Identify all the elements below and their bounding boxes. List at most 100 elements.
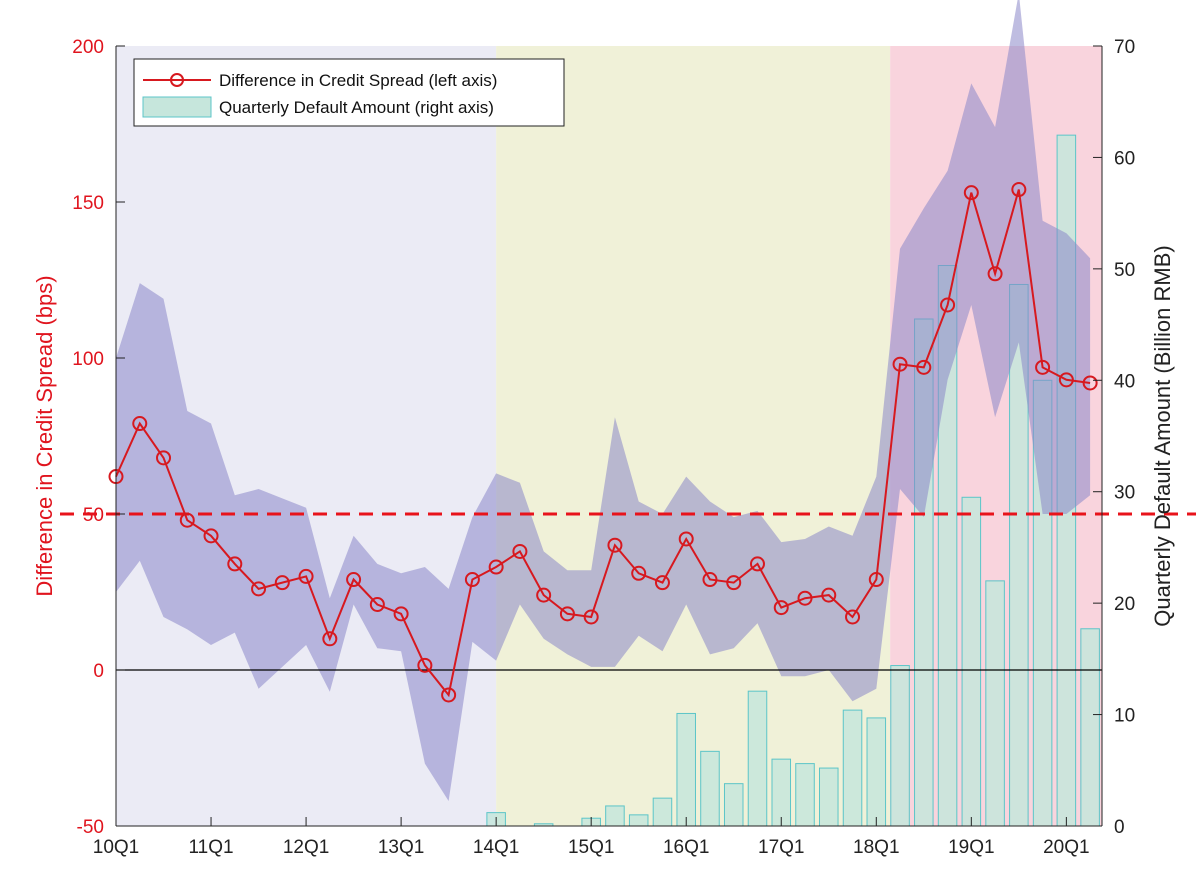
spread-point-17Q4 (845, 609, 861, 625)
spread-polyline (115, 189, 1091, 698)
x-tick-label: 13Q1 (378, 837, 424, 858)
legend-bar-swatch (142, 96, 212, 118)
right-tick-label: 30 (1114, 483, 1135, 504)
legend: Difference in Credit Spread (left axis) … (133, 58, 565, 127)
spread-point-13Q1 (393, 606, 409, 622)
bar-15Q4 (652, 797, 673, 827)
spread-point-20Q2 (1082, 375, 1098, 391)
bar-16Q3 (723, 783, 744, 827)
spread-point-11Q2 (227, 556, 243, 572)
x-tick-label: 12Q1 (283, 837, 329, 858)
spread-point-12Q2 (322, 631, 338, 647)
spread-point-15Q4 (654, 575, 670, 591)
band-area (116, 0, 1091, 801)
spread-point-20Q1 (1058, 372, 1074, 388)
spread-point-11Q1 (203, 528, 219, 544)
spread-point-13Q2 (417, 657, 433, 673)
x-tick-label: 10Q1 (93, 837, 139, 858)
bar-17Q1 (771, 758, 792, 827)
spread-point-18Q3 (916, 359, 932, 375)
x-tick-label: 19Q1 (948, 837, 994, 858)
bar-19Q1 (961, 496, 982, 827)
spread-point-14Q1 (488, 559, 504, 575)
spread-point-17Q1 (773, 600, 789, 616)
spread-point-16Q3 (726, 575, 742, 591)
right-tick-label: 10 (1114, 706, 1135, 727)
right-axis-ticks: 0 10 20 30 40 50 60 70 (1093, 37, 1135, 838)
spread-point-14Q4 (559, 606, 575, 622)
spread-point-18Q1 (868, 572, 884, 588)
bar-16Q1 (676, 712, 696, 827)
spread-point-16Q2 (702, 572, 718, 588)
spread-point-19Q4 (1035, 359, 1051, 375)
spread-point-10Q2 (132, 416, 148, 432)
credit-spread-line (108, 182, 1098, 703)
x-tick-label: 16Q1 (663, 837, 709, 858)
bar-18Q2 (890, 665, 910, 827)
x-tick-label: 17Q1 (758, 837, 804, 858)
spread-point-13Q3 (441, 687, 457, 703)
right-tick-label: 20 (1114, 594, 1135, 615)
spread-point-15Q3 (631, 565, 647, 581)
bar-20Q2 (1080, 628, 1100, 827)
legend-entry-default: Quarterly Default Amount (right axis) (219, 98, 494, 117)
period-band-14Q1 (496, 46, 891, 826)
reference-lines (60, 512, 1196, 671)
legend-entry-spread: Difference in Credit Spread (left axis) (219, 71, 497, 90)
spread-point-16Q4 (749, 556, 765, 572)
bar-19Q2 (985, 580, 1005, 827)
bar-16Q4 (747, 690, 768, 827)
left-tick-label: -50 (77, 817, 104, 838)
x-axis-ticks: 10Q1 11Q1 12Q1 13Q1 14Q1 15Q1 16Q1 17Q1 18Q1 19Q1… (93, 817, 1090, 858)
bar-17Q2 (795, 763, 815, 827)
spread-point-12Q1 (298, 568, 314, 584)
bar-18Q1 (866, 717, 887, 827)
spread-point-19Q2 (987, 266, 1003, 282)
spread-point-11Q3 (251, 581, 267, 597)
legend-marker-swatch (170, 73, 184, 87)
x-tick-label: 14Q1 (473, 837, 519, 858)
spread-confidence-band (116, 0, 1091, 801)
right-tick-label: 0 (1114, 817, 1125, 838)
spread-point-15Q1 (583, 609, 599, 625)
right-tick-label: 60 (1114, 148, 1135, 169)
bar-16Q2 (700, 750, 720, 827)
spread-point-10Q3 (156, 450, 172, 466)
left-axis-label: Difference in Credit Spread (bps) (32, 275, 57, 596)
right-tick-label: 70 (1114, 37, 1135, 58)
bar-17Q4 (842, 709, 863, 827)
spread-point-12Q4 (369, 596, 385, 612)
spread-point-11Q4 (274, 575, 290, 591)
spread-point-10Q4 (179, 512, 195, 528)
left-axis-ticks: -50 0 50 100 150 200 (72, 37, 125, 838)
bar-15Q2 (605, 805, 625, 827)
x-tick-label: 18Q1 (853, 837, 899, 858)
spread-point-19Q3 (1011, 182, 1027, 198)
left-tick-label: 50 (83, 505, 104, 526)
spread-point-14Q2 (512, 543, 528, 559)
bar-15Q3 (628, 814, 649, 827)
plot-frame (115, 46, 1103, 827)
spread-point-18Q4 (940, 297, 956, 313)
spread-point-17Q3 (821, 587, 837, 603)
left-tick-label: 200 (72, 37, 104, 58)
spread-point-13Q4 (464, 572, 480, 588)
left-tick-label: 100 (72, 349, 104, 370)
spread-point-16Q1 (678, 531, 694, 547)
x-tick-label: 11Q1 (188, 837, 233, 858)
bar-17Q3 (819, 767, 839, 827)
right-tick-label: 50 (1114, 260, 1135, 281)
left-tick-label: 150 (72, 193, 104, 214)
x-tick-label: 15Q1 (568, 837, 614, 858)
spread-point-12Q3 (346, 572, 362, 588)
right-axis-label: Quarterly Default Amount (Billion RMB) (1150, 245, 1175, 626)
spread-point-19Q1 (963, 185, 979, 201)
x-tick-label: 20Q1 (1043, 837, 1089, 858)
right-tick-label: 40 (1114, 371, 1135, 392)
spread-point-15Q2 (607, 537, 623, 553)
left-tick-label: 0 (93, 661, 104, 682)
spread-point-17Q2 (797, 590, 813, 606)
spread-point-14Q3 (536, 587, 552, 603)
spread-point-18Q2 (892, 356, 908, 372)
